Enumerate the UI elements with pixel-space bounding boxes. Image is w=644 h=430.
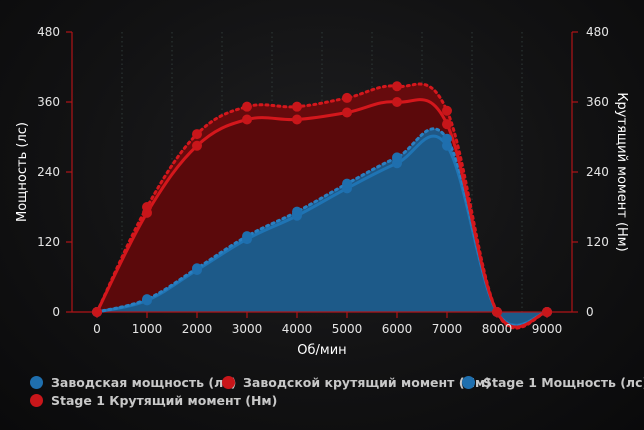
x-tick-label: 7000 (432, 322, 463, 336)
stage1-power-point[interactable] (392, 152, 402, 163)
stage1-torque-point[interactable] (192, 129, 202, 140)
x-tick-label: 9000 (532, 322, 563, 336)
legend-label: Заводская мощность (лс) (51, 375, 237, 390)
dyno-chart: 0 0 120 120 240 240 360 360 480 480 0 1000 2000 3000 4… (15, 25, 629, 358)
right-tick-label: 240 (586, 165, 609, 179)
x-tick-label: 3000 (232, 322, 263, 336)
factory-torque-point[interactable] (242, 114, 252, 125)
x-tick-label: 1000 (132, 322, 163, 336)
x-tick-label: 5000 (332, 322, 363, 336)
legend-label: Stage 1 Мощность (лс) (483, 375, 644, 390)
factory-power-point[interactable] (442, 140, 452, 151)
chart-legend: Заводская мощность (лс) Заводской крутящ… (30, 372, 644, 416)
left-tick-label: 360 (37, 95, 60, 109)
legend-marker (30, 376, 43, 389)
marker-layer (92, 81, 552, 317)
stage1-torque-point[interactable] (292, 101, 302, 112)
factory-torque-point[interactable] (342, 107, 352, 118)
legend-label: Заводской крутящий момент (Нм) (243, 375, 491, 390)
stage1-torque-point[interactable] (142, 202, 152, 212)
factory-torque-point[interactable] (192, 140, 202, 151)
x-tick-label: 6000 (382, 322, 413, 336)
factory-power-area (97, 136, 547, 326)
stage1-torque-point[interactable] (92, 307, 102, 317)
legend-item-stage1-torque[interactable]: Stage 1 Крутящий момент (Нм) (30, 392, 277, 410)
stage1-power-point[interactable] (342, 178, 352, 189)
stage1-torque-line (95, 82, 549, 330)
stage1-torque-point[interactable] (242, 101, 252, 112)
stage1-torque-point[interactable] (342, 92, 352, 103)
left-tick-label: 120 (37, 235, 60, 249)
legend-item-factory-power[interactable]: Заводская мощность (лс) (30, 374, 236, 392)
stage1-torque-point[interactable] (392, 81, 402, 92)
stage1-power-point[interactable] (142, 294, 152, 305)
legend-marker (30, 394, 43, 407)
legend-marker (222, 376, 235, 389)
factory-torque-point[interactable] (442, 119, 452, 130)
stage1-power-point[interactable] (242, 231, 252, 242)
right-tick-label: 480 (586, 25, 609, 39)
left-axis-title: Мощность (лс) (15, 122, 30, 222)
right-axis-title: Крутящий момент (Нм) (614, 92, 629, 251)
area-layer (97, 84, 547, 329)
factory-torque-point[interactable] (292, 114, 302, 125)
right-tick-label: 360 (586, 95, 609, 109)
factory-torque-point[interactable] (392, 97, 402, 107)
stage1-power-point[interactable] (292, 206, 302, 217)
legend-item-factory-torque[interactable]: Заводской крутящий момент (Нм) (222, 374, 491, 392)
x-tick-label: 0 (93, 322, 101, 336)
right-tick-label: 0 (586, 305, 594, 319)
factory-torque-line (95, 98, 549, 329)
label-layer: 0 0 120 120 240 240 360 360 480 480 0 1000 2000 3000 4… (15, 25, 629, 358)
right-tick-label: 120 (586, 235, 609, 249)
left-tick-label: 480 (37, 25, 60, 39)
stage1-torque-point[interactable] (442, 105, 452, 116)
legend-marker (462, 376, 475, 389)
left-tick-label: 240 (37, 165, 60, 179)
x-tick-label: 4000 (282, 322, 313, 336)
legend-item-stage1-power[interactable]: Stage 1 Мощность (лс) (462, 374, 644, 392)
stage1-power-point[interactable] (442, 133, 452, 144)
stage1-power-point[interactable] (192, 263, 202, 274)
x-axis-title: Об/мин (297, 343, 346, 358)
legend-label: Stage 1 Крутящий момент (Нм) (51, 393, 278, 408)
x-tick-label: 2000 (182, 322, 213, 336)
stage1-torque-point[interactable] (492, 307, 502, 317)
stage1-torque-point[interactable] (542, 307, 552, 317)
x-tick-label: 8000 (482, 322, 513, 336)
left-tick-label: 0 (52, 305, 60, 319)
